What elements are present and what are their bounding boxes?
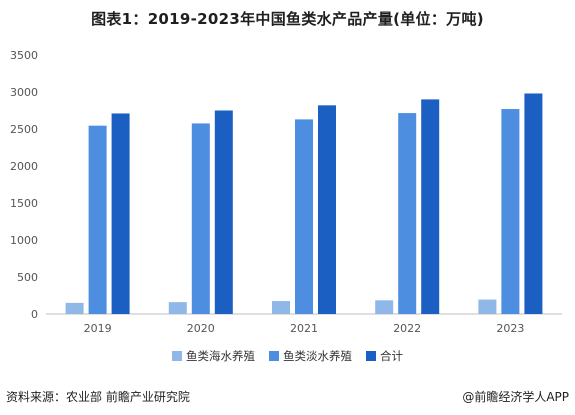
source-note: 资料来源：农业部 前瞻产业研究院: [6, 390, 190, 404]
x-tick-label: 2019: [84, 322, 112, 335]
bar-2023-series-1: [501, 109, 520, 315]
bar-2021-series-0: [272, 301, 290, 314]
chart-title: 图表1：2019-2023年中国鱼类水产品产量(单位：万吨): [91, 10, 484, 28]
bar-2019-series-1: [88, 125, 107, 314]
legend-item-freshwater: 鱼类淡水养殖: [269, 348, 352, 364]
y-tick-label: 2000: [10, 160, 38, 173]
bar-2020-series-1: [191, 123, 210, 314]
legend-item-total: 合计: [366, 348, 403, 364]
bar-2023-series-0: [478, 299, 497, 314]
legend-swatch-marine: [172, 351, 182, 361]
legend-label-total: 合计: [380, 349, 403, 363]
y-tick-label: 1000: [10, 234, 38, 247]
legend-swatch-freshwater: [269, 351, 279, 361]
legend-swatch-total: [366, 351, 376, 361]
x-tick-label: 2023: [496, 322, 524, 335]
legend-label-marine: 鱼类海水养殖: [186, 349, 255, 363]
y-tick-label: 3500: [10, 49, 38, 62]
bar-2019-series-2: [111, 113, 130, 315]
y-tick-label: 0: [31, 308, 38, 321]
bar-2023-series-2: [524, 93, 543, 314]
bar-2020-series-2: [214, 110, 233, 314]
bar-2022-series-1: [398, 113, 417, 314]
bar-2020-series-0: [168, 302, 187, 314]
brand-credit: @前瞻经济学人APP: [462, 390, 569, 404]
x-tick-label: 2021: [290, 322, 318, 335]
bar-2021-series-2: [318, 105, 336, 314]
legend-label-freshwater: 鱼类淡水养殖: [283, 349, 352, 363]
legend-item-marine: 鱼类海水养殖: [172, 348, 255, 364]
bar-2021-series-1: [295, 119, 313, 314]
bar-chart: 0 500 1000 1500 2000 2500 3000 3500 2019 2020 2021…: [10, 49, 562, 335]
x-tick-label: 2020: [187, 322, 215, 335]
y-tick-label: 3000: [10, 86, 38, 99]
footer: 资料来源：农业部 前瞻产业研究院 @前瞻经济学人APP: [6, 388, 569, 405]
bar-2019-series-0: [65, 302, 84, 314]
legend: 鱼类海水养殖 鱼类淡水养殖 合计: [0, 348, 575, 364]
bar-2022-series-0: [375, 300, 394, 314]
bar-2022-series-2: [421, 99, 440, 315]
y-tick-label: 500: [17, 271, 38, 284]
y-tick-label: 2500: [10, 123, 38, 136]
y-tick-label: 1500: [10, 197, 38, 210]
x-tick-label: 2022: [393, 322, 421, 335]
